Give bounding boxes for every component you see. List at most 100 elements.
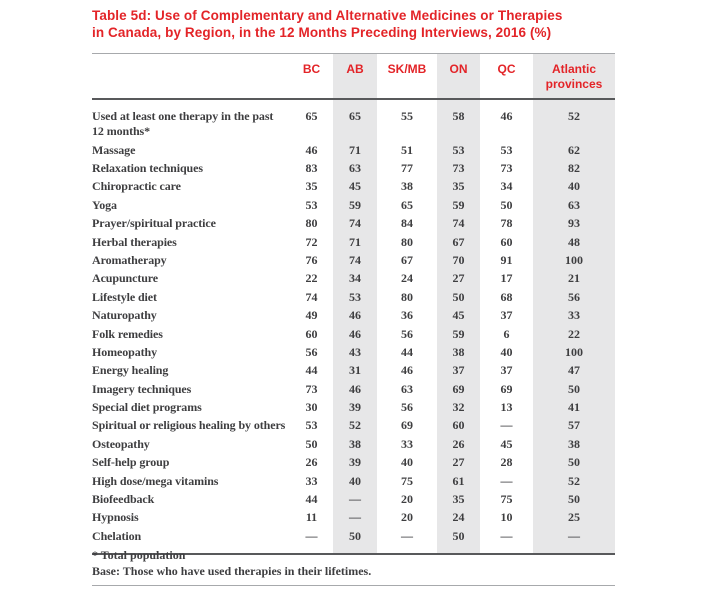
cell-on: 27	[452, 271, 465, 286]
cell-sk-mb: 67	[401, 252, 413, 267]
cell-ab: 45	[349, 179, 361, 194]
cell-atlantic-provinces: 52	[568, 109, 580, 123]
cell-ab: —	[349, 492, 361, 507]
cell-atlantic-provinces: 22	[568, 326, 580, 341]
cell-bc: 76	[305, 252, 318, 267]
cell-sk-mb: 24	[401, 271, 413, 286]
table-body: Used at least one therapy in the past 12…	[92, 99, 615, 555]
row-label-header	[92, 53, 290, 100]
cell-atlantic-provinces: 38	[568, 436, 580, 451]
cell-ab: 65	[349, 109, 361, 123]
row-label: Chiropractic care	[92, 179, 181, 194]
table-row-biofeedback: Biofeedback 44 — 20 35 75 50	[92, 490, 615, 508]
cell-on: 53	[452, 142, 465, 157]
cell-bc: 80	[305, 216, 318, 231]
row-label: Relaxation techniques	[92, 160, 203, 175]
cell-sk-mb: 20	[401, 492, 413, 507]
cell-ab: 50	[333, 527, 377, 555]
cell-ab: 34	[349, 271, 361, 286]
cell-bc: 72	[305, 234, 318, 249]
cell-sk-mb: 56	[401, 400, 413, 415]
cell-qc: 60	[500, 234, 513, 249]
row-label: Acupuncture	[92, 271, 159, 286]
row-label: Massage	[92, 142, 136, 157]
cell-ab: 38	[349, 436, 361, 451]
column-header-qc: QC	[480, 53, 533, 100]
cell-sk-mb: 46	[401, 363, 413, 378]
cell-atlantic-provinces: 100	[565, 252, 583, 267]
cell-sk-mb: 75	[401, 473, 413, 488]
cell-on: 35	[452, 492, 465, 507]
row-label: Biofeedback	[92, 492, 155, 507]
table-title-line1: Table 5d: Use of Complementary and Alter…	[92, 8, 563, 23]
table-row-naturopathy: Naturopathy 49 46 36 45 37 33	[92, 307, 615, 325]
cell-ab: 53	[349, 289, 361, 304]
cell-atlantic-provinces: 21	[568, 271, 580, 286]
row-label: Folk remedies	[92, 326, 163, 341]
cell-ab: 46	[349, 326, 361, 341]
row-label: Yoga	[92, 197, 117, 212]
table-row-folk-remedies: Folk remedies 60 46 56 59 6 22	[92, 325, 615, 343]
cell-atlantic-provinces: 50	[568, 455, 580, 470]
row-label: Prayer/spiritual practice	[92, 216, 216, 231]
cell-on: 58	[452, 109, 465, 123]
cell-atlantic-provinces: 33	[568, 308, 580, 323]
cell-bc: 56	[305, 344, 318, 359]
table-row-hypnosis: Hypnosis 11 — 20 24 10 25	[92, 509, 615, 527]
table-row-self-help-group: Self-help group 26 39 40 27 28 50	[92, 454, 615, 472]
cell-atlantic-provinces: 25	[568, 510, 580, 525]
cell-atlantic-provinces: 82	[568, 160, 580, 175]
cell-bc: 35	[305, 179, 318, 194]
cell-qc: 53	[500, 142, 513, 157]
cell-sk-mb: 55	[401, 109, 413, 123]
cell-qc: 69	[500, 381, 513, 396]
row-label: Naturopathy	[92, 308, 157, 323]
cell-sk-mb: 38	[401, 179, 413, 194]
cell-ab: 59	[349, 197, 361, 212]
cell-bc: 44	[305, 492, 318, 507]
row-label: Aromatherapy	[92, 252, 167, 267]
table-row-special-diet-programs: Special diet programs 30 39 56 32 13 41	[92, 398, 615, 416]
row-label: Chelation	[92, 527, 290, 555]
cell-atlantic-provinces: 63	[568, 197, 580, 212]
column-header-atlantic-provinces: Atlantic provinces	[533, 53, 615, 100]
cell-bc: 83	[305, 160, 318, 175]
cell-on: 60	[452, 418, 465, 433]
cell-qc: 34	[500, 179, 513, 194]
table-row-spiritual-or-religious-healing-by-others: Spiritual or religious healing by others…	[92, 417, 615, 435]
cell-ab: 40	[349, 473, 361, 488]
table-header-row: BC AB SK/MB ON QC Atlantic provinces	[92, 53, 615, 100]
cell-ab: 43	[349, 344, 361, 359]
cell-bc: 53	[305, 418, 318, 433]
cell-bc: 65	[305, 109, 318, 123]
cell-sk-mb: —	[377, 527, 437, 555]
row-label: Homeopathy	[92, 344, 158, 359]
cell-bc: 33	[305, 473, 318, 488]
cell-on: 37	[452, 363, 465, 378]
cell-bc: 11	[305, 510, 318, 525]
cell-ab: —	[349, 510, 361, 525]
cell-bc: 46	[305, 142, 318, 157]
cell-qc: 91	[500, 252, 513, 267]
cell-on: 24	[452, 510, 465, 525]
cell-ab: 63	[349, 160, 361, 175]
cell-bc: 49	[305, 308, 318, 323]
cell-ab: 46	[349, 308, 361, 323]
cell-atlantic-provinces: 50	[568, 381, 580, 396]
cell-on: 38	[452, 344, 465, 359]
cell-on: 59	[452, 197, 465, 212]
table-container: BC AB SK/MB ON QC Atlantic provinces Used at …	[92, 53, 615, 555]
cell-qc: 17	[500, 271, 513, 286]
table-row-used-at-least-one-therapy-in-the-past-12-months: Used at least one therapy in the past 12…	[92, 99, 615, 141]
cell-bc: 44	[305, 363, 318, 378]
table-row-relaxation-techniques: Relaxation techniques 83 63 77 73 73 82	[92, 159, 615, 177]
cell-sk-mb: 56	[401, 326, 413, 341]
cell-ab: 31	[349, 363, 361, 378]
cell-atlantic-provinces: 100	[565, 344, 583, 359]
table-title-line2: in Canada, by Region, in the 12 Months P…	[92, 24, 552, 40]
cell-bc: 53	[305, 197, 318, 212]
footnotes: * Total population Base: Those who have u…	[92, 548, 615, 586]
table-row-high-dose-mega-vitamins: High dose/mega vitamins 33 40 75 61 — 52	[92, 472, 615, 490]
cell-qc: 73	[500, 160, 513, 175]
